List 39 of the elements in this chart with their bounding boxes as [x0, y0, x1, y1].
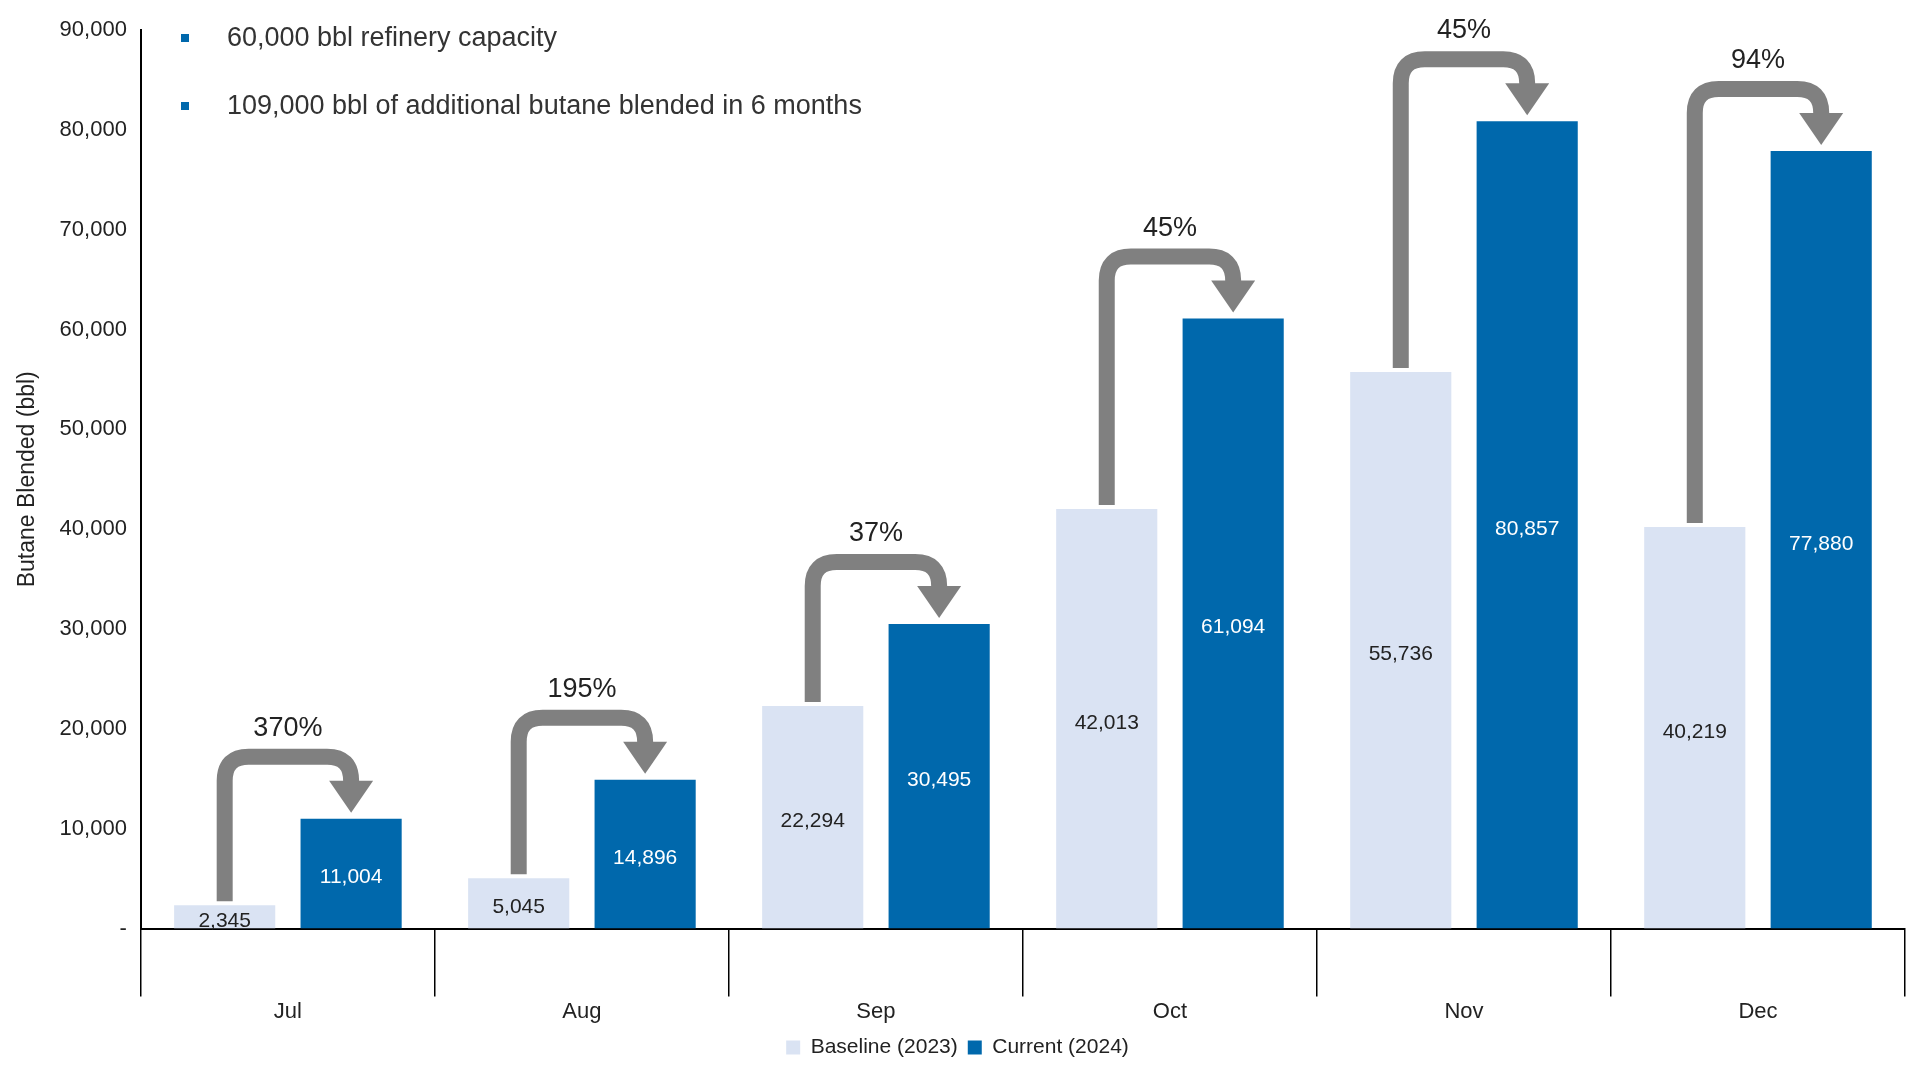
y-tick-label: 60,000 — [59, 315, 127, 341]
legend-label: Current (2024) — [992, 1034, 1129, 1058]
annotation: 37% — [848, 517, 903, 549]
data-label: 30,495 — [907, 767, 972, 791]
data-label: 5,045 — [492, 894, 545, 918]
data-label: 61,094 — [1201, 614, 1266, 638]
x-tick-label: Nov — [1444, 997, 1484, 1023]
annotation: 94% — [1730, 44, 1786, 75]
y-tick-label: 30,000 — [59, 615, 127, 641]
y-tick-label: 20,000 — [59, 714, 127, 740]
data-label: 14,896 — [613, 845, 678, 869]
y-tick-label: 50,000 — [59, 415, 127, 441]
data-label: 11,004 — [319, 864, 383, 888]
y-tick-label: 10,000 — [59, 814, 127, 840]
x-tick-label: Oct — [1152, 997, 1188, 1023]
data-label: 42,013 — [1074, 709, 1139, 733]
x-tick-label: Sep — [856, 997, 896, 1023]
annotation: 60,000 bbl refinery capacity — [226, 22, 558, 53]
data-label: 77,880 — [1789, 530, 1854, 554]
data-label: 55,736 — [1368, 641, 1433, 665]
y-tick-label: 70,000 — [59, 215, 127, 241]
data-label: 80,857 — [1495, 515, 1560, 539]
x-tick-label: Dec — [1738, 997, 1778, 1023]
y-tick-label: 90,000 — [59, 16, 127, 42]
annotation: 370% — [253, 711, 323, 743]
annotation: 45% — [1436, 14, 1491, 46]
legend-label: Baseline (2023) — [810, 1034, 958, 1058]
data-label: 22,294 — [780, 808, 846, 832]
annotation: 45% — [1142, 211, 1197, 243]
x-tick-label: Aug — [562, 997, 602, 1023]
data-label: 40,219 — [1662, 718, 1727, 742]
annotation: 109,000 bbl of additional butane blended in 6 months — [226, 90, 862, 121]
y-tick-label: 40,000 — [59, 515, 127, 541]
data-label: 2,345 — [198, 907, 251, 931]
x-tick-label: Jul — [273, 997, 302, 1023]
y-tick-label: - — [119, 914, 127, 940]
y-axis-title: Butane Blended (bbl) — [13, 371, 40, 588]
annotation: 195% — [547, 672, 617, 704]
y-tick-label: 80,000 — [59, 115, 127, 141]
